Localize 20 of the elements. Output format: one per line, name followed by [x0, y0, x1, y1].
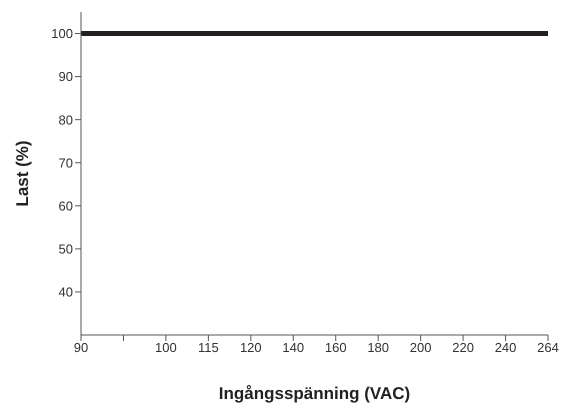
x-tick-label: 240 — [494, 340, 516, 356]
y-tick-label: 40 — [58, 284, 73, 300]
x-tick-label: 115 — [198, 340, 219, 356]
x-tick-label: 160 — [324, 340, 347, 356]
x-tick-label: 264 — [537, 340, 559, 356]
y-axis-title: Last (%) — [13, 140, 32, 207]
y-tick-label: 50 — [58, 241, 73, 256]
x-tick-label: 120 — [240, 340, 262, 356]
y-tick-label: 80 — [58, 112, 73, 128]
x-tick-label: 220 — [452, 340, 474, 356]
x-tick-label: 180 — [367, 340, 390, 356]
y-tick-label: 70 — [58, 155, 73, 170]
x-tick-label: 200 — [410, 340, 432, 356]
x-tick-label: 90 — [74, 340, 88, 356]
x-tick-label: 140 — [282, 340, 304, 356]
y-tick-label: 100 — [51, 26, 73, 42]
y-tick-label: 90 — [58, 69, 73, 84]
x-tick-label: 100 — [155, 340, 177, 356]
y-tick-label: 60 — [58, 198, 73, 214]
x-axis-title: Ingångsspänning (VAC) — [218, 384, 410, 403]
